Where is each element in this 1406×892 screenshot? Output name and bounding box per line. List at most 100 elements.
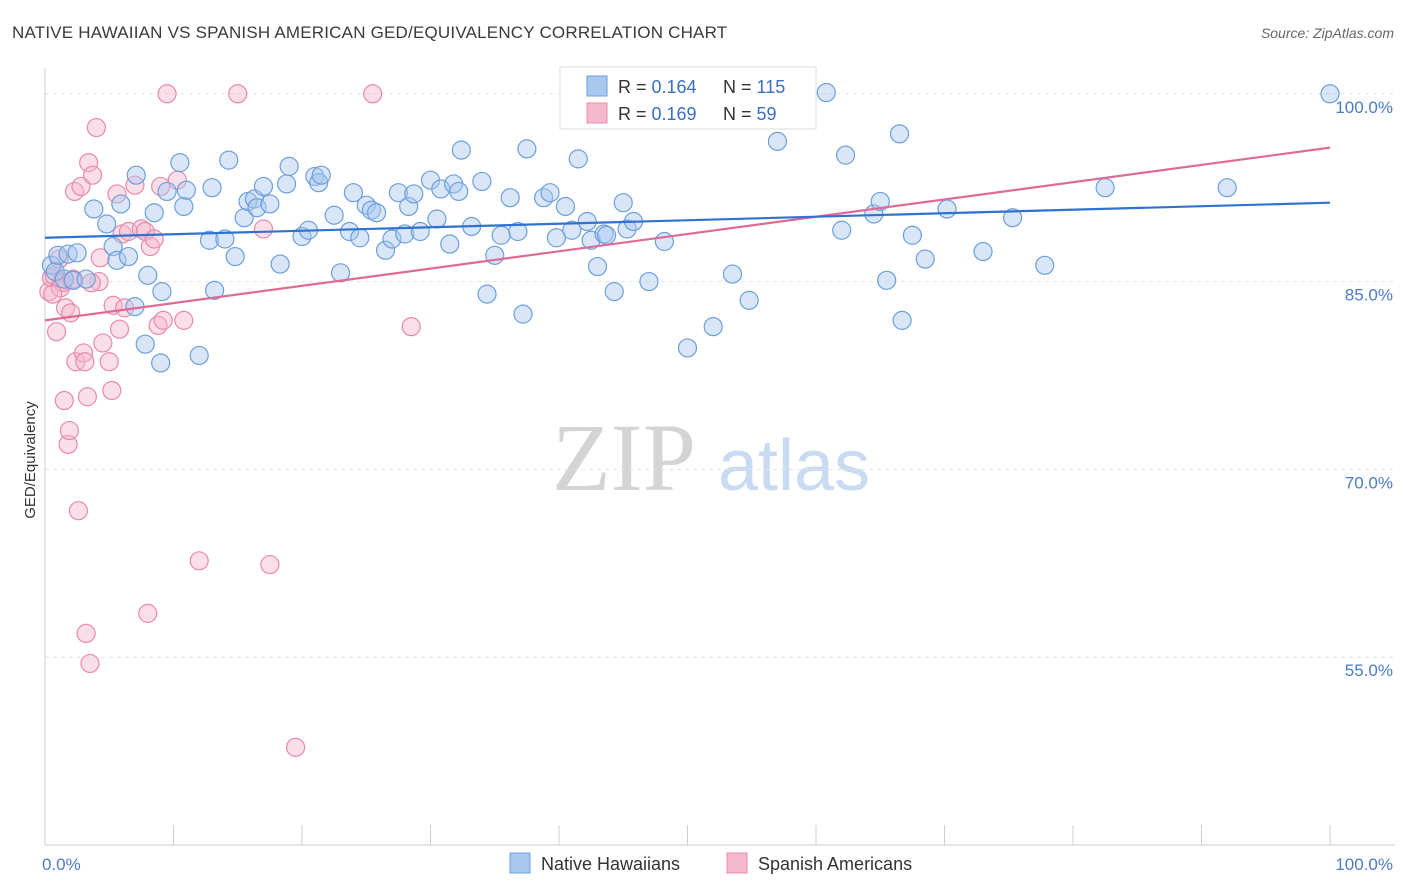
native-hawaiians-point-36 [253,176,274,197]
watermark: ZIP atlas [552,404,870,511]
native-hawaiians-point-70 [477,284,497,304]
spanish-americans-point-9 [58,434,78,454]
spanish-americans-point-58 [109,319,130,339]
legend-r-value-pink: 0.169 [652,104,697,124]
native-hawaiians-point-49 [343,183,363,203]
native-hawaiians-point-56 [388,183,408,203]
trend-line-native-hawaiians [44,201,1331,239]
native-hawaiians-point-96 [722,264,743,284]
legend-r-value-blue: 0.164 [652,77,697,97]
native-hawaiians-point-6 [67,243,87,263]
spanish-americans-point-49 [253,219,274,239]
native-hawaiians-point-100 [832,220,852,240]
native-hawaiians-point-12 [111,194,131,214]
native-hawaiians-point-7 [76,269,96,289]
native-hawaiians-point-55 [382,229,402,249]
native-hawaiians-point-8 [84,199,104,219]
native-hawaiians-point-83 [577,211,597,232]
native-hawaiians-point-53 [366,203,387,223]
legend-n-value-blue: 115 [757,77,786,97]
native-hawaiians-point-108 [915,249,935,269]
svg-text:R = 0.164: R = 0.164 [618,77,697,97]
native-hawaiians-point-97 [739,290,759,310]
spanish-americans-point-42 [151,176,171,197]
native-hawaiians-point-114 [1217,178,1237,198]
svg-text:N = 115: N = 115 [723,77,785,97]
spanish-americans-point-56 [43,284,63,304]
legend-r-label-blue: R = [618,77,652,97]
spanish-americans-point-13 [64,181,85,202]
native-hawaiians-point-69 [472,171,492,192]
native-hawaiians-point-107 [902,225,922,245]
spanish-americans-point-44 [157,84,177,104]
native-hawaiians-point-25 [189,345,209,366]
native-hawaiians-point-92 [639,271,659,292]
native-hawaiians-point-111 [1003,208,1023,228]
native-hawaiians-point-18 [144,203,164,223]
native-hawaiians-point-64 [440,234,460,254]
native-hawaiians-point-20 [152,282,172,302]
spanish-americans-point-28 [99,352,119,372]
native-hawaiians-point-21 [157,181,177,202]
series-native-hawaiians [41,82,1340,373]
spanish-americans-point-24 [86,117,107,138]
native-hawaiians-point-23 [174,196,194,217]
native-hawaiians-point-45 [311,165,331,185]
native-hawaiians-point-66 [449,181,469,202]
native-hawaiians-point-95 [703,317,723,337]
native-hawaiians-point-89 [613,193,633,213]
native-hawaiians-point-48 [339,221,360,242]
spanish-americans-point-52 [363,84,383,104]
stats-legend-swatch-blue [586,75,608,97]
native-hawaiians-point-44 [309,173,329,193]
native-hawaiians-point-103 [870,191,890,212]
native-hawaiians-point-98 [767,131,788,151]
spanish-americans-point-7 [54,390,74,411]
native-hawaiians-point-35 [247,198,267,218]
native-hawaiians-point-27 [202,178,222,198]
native-hawaiians-point-82 [568,149,588,169]
native-hawaiians-point-16 [135,334,155,354]
axes [44,68,1395,846]
native-hawaiians-point-60 [410,221,430,242]
native-hawaiians-point-105 [889,124,910,144]
spanish-americans-point-40 [144,229,164,249]
chart-source: Source: ZipAtlas.com [1261,25,1394,41]
native-hawaiians-point-38 [270,254,290,274]
spanish-americans-point-47 [189,551,209,571]
spanish-americans-point-21 [79,153,99,173]
native-hawaiians-point-104 [877,270,897,290]
spanish-americans-point-27 [93,333,113,353]
native-hawaiians-point-113 [1095,178,1115,198]
native-hawaiians-point-30 [219,150,239,170]
spanish-americans-point-19 [76,623,96,644]
native-hawaiians-point-9 [97,214,117,234]
x-tick-label-1: 100.0% [1335,855,1393,874]
spanish-americans-point-50 [260,554,280,575]
native-hawaiians-point-17 [138,265,158,285]
native-hawaiians-point-94 [677,338,698,358]
spanish-americans-point-22 [80,653,100,674]
chart-title: NATIVE HAWAIIAN VS SPANISH AMERICAN GED/… [12,23,727,42]
spanish-americans-point-18 [75,352,95,372]
native-hawaiians-point-112 [1035,255,1055,275]
native-hawaiians-point-31 [225,246,245,267]
stats-legend: R = 0.164 N = 115 R = 0.169 N = 59 [559,66,817,130]
svg-text:N = 59: N = 59 [723,104,777,124]
native-hawaiians-point-19 [151,353,171,373]
native-hawaiians-point-109 [937,199,957,219]
native-hawaiians-point-47 [330,263,351,283]
legend-n-label-pink: N = [723,104,757,124]
y-tick-labels: 55.0% 70.0% 85.0% 100.0% [1335,98,1393,680]
stats-legend-swatch-pink [586,102,608,124]
native-hawaiians-point-37 [260,194,280,214]
spanish-americans-point-20 [77,387,98,407]
spanish-americans-point-23 [82,165,103,185]
spanish-americans-point-11 [61,303,81,323]
native-hawaiians-point-80 [555,196,576,217]
native-hawaiians-point-75 [513,304,533,324]
native-hawaiians-point-46 [324,205,344,225]
native-hawaiians-point-67 [451,140,471,160]
legend-n-label-blue: N = [723,77,757,97]
